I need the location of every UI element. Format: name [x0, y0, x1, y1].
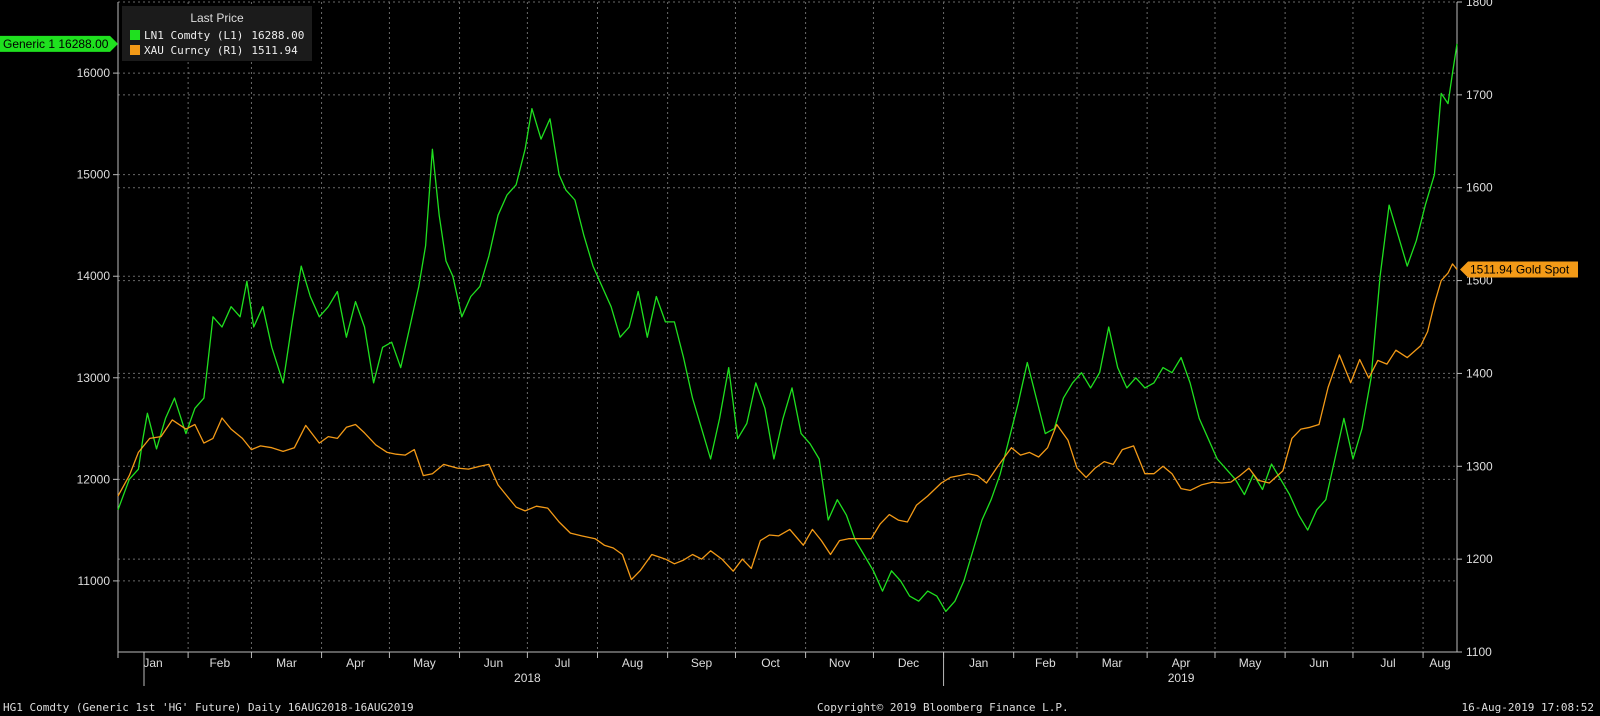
year-label: 2018	[514, 671, 541, 685]
month-label: Jan	[969, 656, 988, 670]
right-tick-label: 1400	[1466, 366, 1493, 380]
legend-label-xau: XAU Curncy (R1)	[144, 44, 244, 57]
month-label: Jul	[1380, 656, 1395, 670]
legend-entry-xau: XAU Curncy (R1) 1511.94	[130, 44, 298, 57]
month-label: May	[1239, 656, 1262, 670]
month-label: Jun	[484, 656, 503, 670]
last-value-tags: Generic 1 16288.00 1511.94 Gold Spot	[0, 35, 1578, 278]
right-tick-label: 1200	[1466, 552, 1493, 566]
month-label: Mar	[276, 656, 297, 670]
plot-frame	[117, 2, 1458, 653]
ln1-last-value-label: Generic 1 16288.00	[3, 37, 109, 51]
x-axis: Jan Feb Mar Apr May Jun Jul Aug Sep Oct Nov Dec Jan F…	[117, 652, 1451, 686]
xau-last-value-tag	[1460, 261, 1578, 278]
series-line-ln1	[117, 43, 1458, 613]
legend-value-ln1: 16288.00	[251, 29, 305, 42]
month-label: Feb	[1035, 656, 1056, 670]
right-tick-label: 1800	[1466, 0, 1493, 9]
footer-timestamp: 16-Aug-2019 17:08:52	[1461, 701, 1594, 714]
legend-value-xau: 1511.94	[251, 44, 298, 57]
footer-copyright: Copyright© 2019 Bloomberg Finance L.P.	[817, 701, 1069, 714]
legend-swatch-ln1	[130, 30, 140, 40]
month-label: Apr	[1172, 656, 1191, 670]
legend-swatch-xau	[130, 45, 140, 55]
month-label: Jun	[1309, 656, 1328, 670]
month-label: Nov	[829, 656, 850, 670]
month-label: Jan	[143, 656, 162, 670]
right-tick-label: 1100	[1466, 645, 1492, 659]
legend-title: Last Price	[190, 11, 244, 25]
left-tick-label: 14000	[77, 269, 111, 283]
left-tick-label: 16000	[77, 66, 111, 80]
left-tick-label: 15000	[77, 168, 111, 182]
month-label: May	[413, 656, 436, 670]
left-axis: 11000 12000 13000 14000 15000 16000	[77, 66, 118, 588]
left-tick-label: 12000	[77, 472, 111, 486]
right-tick-label: 1600	[1466, 181, 1493, 195]
left-tick-label: 11000	[78, 574, 111, 588]
month-label: Oct	[761, 656, 780, 670]
month-label: Dec	[898, 656, 919, 670]
month-label: Sep	[691, 656, 713, 670]
xau-last-value-label: 1511.94 Gold Spot	[1470, 262, 1570, 276]
ln1-last-value-tag	[0, 35, 118, 52]
month-label: Jul	[555, 656, 570, 670]
month-label: Apr	[346, 656, 365, 670]
month-label: Feb	[209, 656, 230, 670]
right-tick-label: 1700	[1466, 88, 1493, 102]
footer-security-info: HG1 Comdty (Generic 1st 'HG' Future) Dai…	[3, 701, 414, 714]
right-tick-label: 1300	[1466, 459, 1493, 473]
legend: Last Price LN1 Comdty (L1) 16288.00 XAU C…	[122, 6, 312, 61]
series-layer	[117, 43, 1458, 613]
legend-label-ln1: LN1 Comdty (L1)	[144, 29, 244, 42]
year-label: 2019	[1168, 671, 1195, 685]
month-label: Mar	[1102, 656, 1123, 670]
month-label: Aug	[622, 656, 643, 670]
series-line-xau	[117, 263, 1458, 581]
left-tick-label: 13000	[77, 371, 111, 385]
month-label: Aug	[1429, 656, 1450, 670]
legend-entry-ln1: LN1 Comdty (L1) 16288.00	[130, 29, 304, 42]
